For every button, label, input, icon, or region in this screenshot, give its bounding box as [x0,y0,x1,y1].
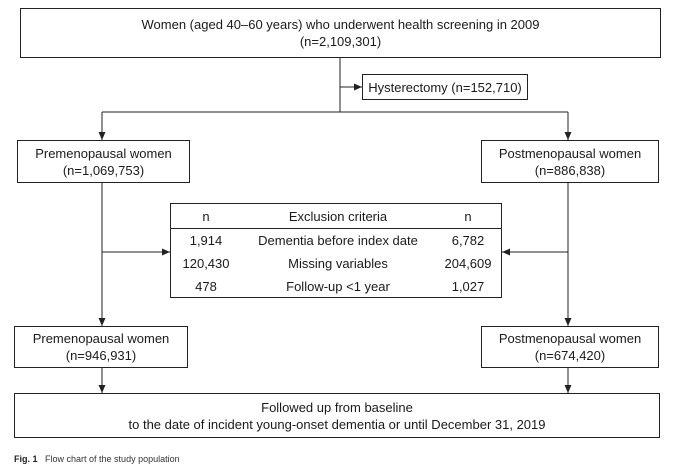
exclusion-criterion: Dementia before index date [258,233,418,248]
postmenopausal-final-label: Postmenopausal women [498,331,642,346]
table-row: 120,430 Missing variables 204,609 [171,252,501,275]
premenopausal-label: Premenopausal women [35,145,172,161]
screening-population-label: Women (aged 40–60 years) who underwent h… [141,17,540,32]
followup-line-1: Followed up from baseline [261,399,413,415]
premenopausal-excluded-count: 478 [195,279,217,294]
screening-population-box: Women (aged 40–60 years) who underwent h… [20,8,661,58]
table-row: 478 Follow-up <1 year 1,027 [171,275,501,298]
hysterectomy-box: Hysterectomy (n=152,710) [362,74,528,100]
postmenopausal-final-box: Postmenopausal women (n=674,420) [481,326,659,368]
postmenopausal-box: Postmenopausal women (n=886,838) [481,140,659,183]
premenopausal-final-label: Premenopausal women [32,331,170,346]
exclusion-criteria-table: n Exclusion criteria n 1,914 Dementia be… [171,204,501,298]
exclusion-criterion: Follow-up <1 year [286,279,390,294]
premenopausal-final-box: Premenopausal women (n=946,931) [14,326,188,368]
followup-box: Followed up from baseline to the date of… [14,393,660,438]
header-n-postmenopausal: n [435,204,501,229]
figure-caption-text: Flow chart of the study population [45,454,180,464]
exclusion-criterion: Missing variables [288,256,388,271]
postmenopausal-label: Postmenopausal women [498,145,642,161]
premenopausal-count: (n=1,069,753) [62,162,145,178]
figure-label: Fig. 1 [14,454,38,464]
postmenopausal-excluded-count: 1,027 [451,279,485,294]
premenopausal-final-count: (n=946,931) [65,348,137,363]
premenopausal-excluded-count: 120,430 [182,256,230,271]
premenopausal-box: Premenopausal women (n=1,069,753) [17,140,190,183]
header-n-premenopausal: n [171,204,241,229]
exclusion-criteria-box: n Exclusion criteria n 1,914 Dementia be… [170,203,502,298]
table-header-row: n Exclusion criteria n [171,204,501,229]
postmenopausal-excluded-count: 6,782 [451,233,485,248]
postmenopausal-excluded-count: 204,609 [444,256,492,271]
figure-caption: Fig. 1 Flow chart of the study populatio… [14,453,180,465]
screening-population-count: (n=2,109,301) [299,34,382,49]
premenopausal-excluded-count: 1,914 [189,233,223,248]
followup-line-2: to the date of incident young-onset deme… [128,416,546,432]
postmenopausal-count: (n=886,838) [534,162,606,178]
table-row: 1,914 Dementia before index date 6,782 [171,229,501,253]
hysterectomy-label: Hysterectomy (n=152,710) [368,79,522,95]
header-exclusion-criteria: Exclusion criteria [241,204,435,229]
postmenopausal-final-count: (n=674,420) [534,348,606,363]
